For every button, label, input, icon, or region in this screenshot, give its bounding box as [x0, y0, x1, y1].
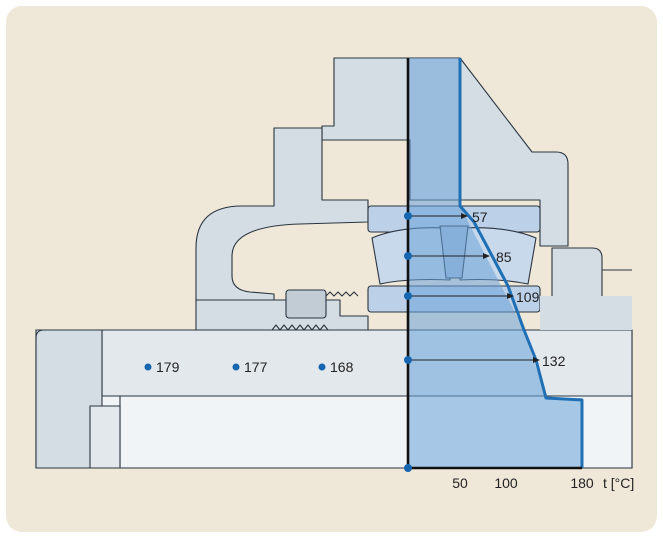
measuring-point [404, 292, 412, 300]
housing-lower-lip [195, 299, 369, 331]
axis-unit-label: t [°C] [603, 475, 634, 491]
axis-tick-180: 180 [570, 475, 594, 491]
shaft-shoulder [89, 405, 121, 469]
axis-tick-50: 50 [452, 475, 468, 491]
temperature-label-132: 132 [542, 353, 566, 369]
housing-body [195, 127, 369, 301]
measuring-point [404, 252, 412, 260]
temperature-label-109: 109 [516, 289, 540, 305]
thread-lower [271, 324, 329, 331]
arrow-head [507, 293, 514, 299]
temperature-arrows [408, 213, 540, 363]
arrow-head [483, 253, 490, 259]
shaft-temperature-label-168: 168 [330, 359, 354, 375]
shaft-measuring-point [232, 363, 240, 371]
measuring-point [404, 464, 412, 472]
shaft-temperature-label-179: 179 [156, 359, 180, 375]
temperature-band [408, 58, 582, 468]
shaft-measuring-point [318, 363, 326, 371]
temperature-label-57: 57 [472, 209, 488, 225]
arrow-head [461, 213, 468, 219]
arrow-head [533, 357, 540, 363]
shaft-measuring-point [144, 363, 152, 371]
housing-right [551, 247, 603, 307]
temperature-curve [458, 58, 584, 468]
temperature-overlay [406, 58, 584, 470]
thread-upper [325, 291, 359, 297]
measuring-points [144, 212, 412, 472]
locknut [285, 289, 327, 319]
shaft-temperature-label-177: 177 [244, 359, 268, 375]
measuring-point [404, 356, 412, 364]
temperature-label-85: 85 [496, 249, 512, 265]
axis-tick-100: 100 [494, 475, 518, 491]
measuring-point [404, 212, 412, 220]
housing-right-cap [540, 296, 632, 330]
